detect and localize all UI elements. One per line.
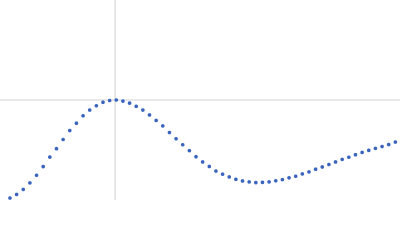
data-point bbox=[313, 167, 318, 172]
data-point bbox=[247, 180, 251, 184]
data-point bbox=[386, 142, 391, 147]
data-point bbox=[234, 177, 238, 182]
data-point bbox=[320, 165, 325, 169]
data-point bbox=[134, 104, 139, 109]
chart bbox=[0, 0, 400, 200]
data-point bbox=[267, 180, 271, 184]
data-point bbox=[366, 148, 371, 153]
data-point bbox=[87, 108, 92, 112]
data-point bbox=[287, 176, 291, 180]
data-point bbox=[180, 142, 185, 147]
data-point bbox=[187, 148, 192, 153]
data-point bbox=[114, 98, 119, 102]
data-point bbox=[81, 113, 85, 118]
data-point bbox=[121, 99, 125, 103]
data-point bbox=[107, 98, 112, 103]
data-point bbox=[34, 173, 39, 178]
data-point bbox=[48, 155, 52, 159]
data-point bbox=[41, 164, 45, 169]
data-point bbox=[293, 174, 298, 179]
data-point bbox=[254, 180, 258, 185]
data-point bbox=[101, 100, 105, 105]
data-point bbox=[160, 124, 165, 128]
data-point bbox=[220, 172, 225, 176]
data-point bbox=[174, 136, 178, 141]
data-point bbox=[227, 175, 232, 179]
data-point bbox=[353, 152, 358, 157]
data-point bbox=[67, 128, 72, 133]
data-point bbox=[8, 196, 12, 200]
data-point bbox=[94, 103, 99, 108]
data-point bbox=[240, 179, 245, 183]
data-point bbox=[14, 192, 19, 197]
data-point bbox=[154, 118, 158, 123]
data-point bbox=[28, 181, 32, 185]
data-point bbox=[54, 146, 59, 151]
data-point bbox=[147, 113, 152, 117]
data-point bbox=[167, 130, 172, 135]
data-point bbox=[127, 101, 132, 105]
data-point bbox=[340, 157, 344, 162]
data-point bbox=[141, 108, 145, 112]
data-point bbox=[360, 150, 364, 155]
data-point bbox=[307, 170, 311, 174]
data-point bbox=[61, 137, 65, 142]
data-point bbox=[333, 160, 338, 164]
data-point bbox=[260, 180, 265, 185]
data-point bbox=[393, 140, 398, 144]
data-point bbox=[300, 172, 305, 176]
data-point bbox=[347, 155, 351, 160]
data-point bbox=[273, 178, 278, 183]
data-point bbox=[21, 187, 26, 192]
data-point bbox=[74, 121, 79, 125]
data-point bbox=[214, 169, 218, 173]
data-point bbox=[194, 154, 198, 159]
data-point bbox=[380, 144, 384, 149]
data-point bbox=[373, 146, 378, 151]
data-point bbox=[327, 162, 331, 167]
data-point bbox=[280, 177, 285, 182]
data-point bbox=[207, 164, 212, 169]
data-point bbox=[200, 160, 205, 164]
